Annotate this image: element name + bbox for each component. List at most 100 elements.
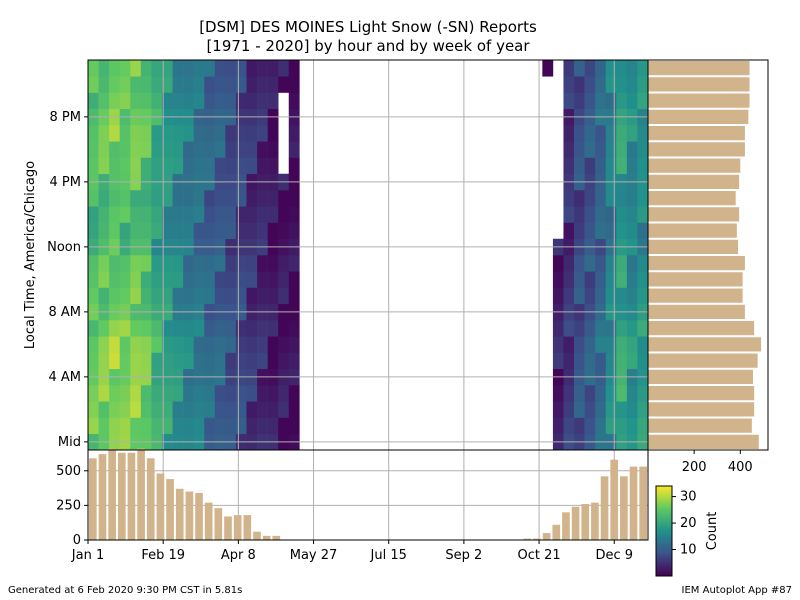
heatmap-cell xyxy=(605,141,617,158)
heatmap-cell xyxy=(552,320,564,337)
heatmap-cell xyxy=(288,255,300,272)
heatmap-cell xyxy=(552,255,564,272)
heatmap-cell xyxy=(119,92,131,110)
heatmap-cell xyxy=(98,60,110,77)
heatmap-cell xyxy=(626,141,638,158)
heatmap-cell xyxy=(214,60,226,77)
heatmap-cell xyxy=(595,206,607,223)
x-tick-label: Jan 1 xyxy=(71,548,104,563)
heatmap-cell xyxy=(193,125,205,142)
heatmap-cell xyxy=(246,385,258,402)
heatmap-cell xyxy=(225,76,237,93)
heatmap-cell xyxy=(267,401,279,418)
heatmap-cell xyxy=(605,157,617,175)
heatmap-cell xyxy=(616,271,628,288)
heatmap-cell xyxy=(584,271,596,288)
heatmap-cell xyxy=(130,255,142,272)
heatmap-cell xyxy=(616,287,628,305)
heatmap-cell xyxy=(119,60,131,77)
heatmap xyxy=(88,60,649,451)
heatmap-cell xyxy=(204,60,216,77)
heatmap-cell xyxy=(161,320,173,337)
heatmap-cell xyxy=(563,76,575,93)
heatmap-cell xyxy=(183,287,194,305)
week-bar xyxy=(195,492,203,540)
heatmap-cell xyxy=(193,336,205,353)
hour-bar xyxy=(648,353,758,368)
heatmap-cell xyxy=(193,320,205,337)
heatmap-cell xyxy=(193,271,205,288)
heatmap-cell xyxy=(214,336,226,353)
heatmap-cell xyxy=(130,401,142,418)
heatmap-cell xyxy=(288,417,300,435)
heatmap-cell xyxy=(151,190,163,207)
heatmap-cell xyxy=(257,125,268,142)
heatmap-cell xyxy=(130,206,142,223)
heatmap-cell xyxy=(605,206,617,223)
heatmap-cell xyxy=(616,222,628,240)
heatmap-cell xyxy=(183,417,194,435)
heatmap-cell xyxy=(130,320,142,337)
heatmap-cell xyxy=(140,157,152,175)
hour-hist-tick-label: 400 xyxy=(728,460,753,475)
heatmap-cell xyxy=(109,76,120,93)
heatmap-cell xyxy=(140,352,152,370)
heatmap-cell xyxy=(595,125,607,142)
heatmap-cell xyxy=(246,255,258,272)
heatmap-cell xyxy=(584,222,596,240)
heatmap-cell xyxy=(130,222,142,240)
heatmap-cell xyxy=(109,385,120,402)
hour-bar xyxy=(648,126,745,141)
x-tick-label: Oct 21 xyxy=(517,548,560,563)
heatmap-cell xyxy=(246,141,258,158)
week-bar xyxy=(108,448,116,540)
heatmap-cell xyxy=(204,320,216,337)
heatmap-cell xyxy=(98,157,110,175)
week-bar xyxy=(552,524,561,540)
heatmap-cell xyxy=(214,141,226,158)
heatmap-cell xyxy=(267,287,279,305)
heatmap-cell xyxy=(616,125,628,142)
heatmap-cell xyxy=(130,60,142,77)
heatmap-cell xyxy=(204,385,216,402)
heatmap-cell xyxy=(616,141,628,158)
heatmap-cell xyxy=(637,417,649,435)
week-bar xyxy=(620,476,628,540)
heatmap-cell xyxy=(637,352,649,370)
heatmap-cell xyxy=(563,157,575,175)
heatmap-cell xyxy=(98,401,110,418)
heatmap-cell xyxy=(637,141,649,158)
heatmap-cell xyxy=(119,385,131,402)
heatmap-cell xyxy=(584,206,596,223)
heatmap-cell xyxy=(257,141,268,158)
week-bar xyxy=(204,502,213,540)
heatmap-cell xyxy=(563,401,575,418)
week-bar xyxy=(175,488,184,540)
heatmap-cell xyxy=(161,352,173,370)
heatmap-cell xyxy=(130,76,142,93)
heatmap-cell xyxy=(563,271,575,288)
heatmap-cell xyxy=(563,125,575,142)
heatmap-cell xyxy=(109,255,120,272)
heatmap-cell xyxy=(267,222,279,240)
heatmap-cell xyxy=(637,92,649,110)
hour-bar xyxy=(648,304,745,319)
heatmap-cell xyxy=(278,385,290,402)
week-bar xyxy=(591,502,599,540)
heatmap-cell xyxy=(119,125,131,142)
heatmap-cell xyxy=(595,60,607,77)
heatmap-cell xyxy=(267,417,279,435)
heatmap-cell xyxy=(172,76,184,93)
heatmap-cell xyxy=(267,125,279,142)
colorbar: 10 20 30 Count xyxy=(655,485,720,577)
hour-bar xyxy=(648,321,755,336)
heatmap-cell xyxy=(119,336,131,353)
week-bar xyxy=(156,473,165,540)
heatmap-cell xyxy=(288,141,300,158)
heatmap-cell xyxy=(605,76,617,93)
heatmap-cell xyxy=(257,401,268,418)
heatmap-cell xyxy=(193,417,205,435)
heatmap-cell xyxy=(563,222,575,240)
heatmap-cell xyxy=(574,336,585,353)
heatmap-cell xyxy=(257,222,268,240)
